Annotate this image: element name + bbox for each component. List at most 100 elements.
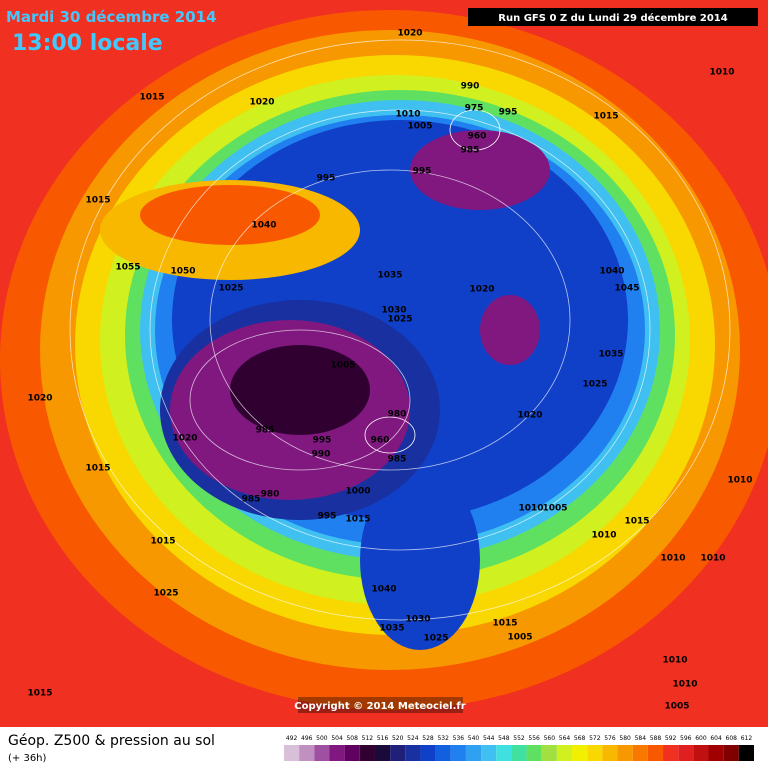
isobar-label: 985 xyxy=(461,146,480,156)
isobar-label: 990 xyxy=(461,82,480,92)
isobar-label: 995 xyxy=(499,108,518,118)
scale-swatch xyxy=(663,745,679,761)
isobar-label: 1025 xyxy=(423,634,448,644)
scale-swatch xyxy=(344,745,360,761)
scale-label: 516 xyxy=(377,735,389,742)
scale-swatch xyxy=(511,745,527,761)
scale-swatch xyxy=(556,745,573,761)
isobar-label: 1015 xyxy=(27,689,52,699)
isobar-label: 1015 xyxy=(624,517,649,527)
scale-swatch xyxy=(465,745,482,761)
isobar-label: 1010 xyxy=(672,680,697,690)
isobar-label: 1040 xyxy=(599,267,624,277)
scale-swatch xyxy=(450,745,466,761)
map-date: Mardi 30 décembre 2014 xyxy=(6,8,217,26)
scale-label: 564 xyxy=(559,735,571,742)
scale-label: 556 xyxy=(528,735,540,742)
scale-swatch xyxy=(602,745,618,761)
scale-swatch xyxy=(708,745,724,761)
run-info: Run GFS 0 Z du Lundi 29 décembre 2014 xyxy=(498,12,727,24)
scale-swatch xyxy=(284,745,300,761)
run-box xyxy=(468,8,758,26)
legend-scale: 492 496 500 504 508 512 516 520 524 528 532 536 540 5… xyxy=(284,735,754,761)
scale-label: 544 xyxy=(483,735,495,742)
scale-label: 508 xyxy=(346,735,358,742)
isobar-label: 1025 xyxy=(218,284,243,294)
isobar-label: 1030 xyxy=(405,615,430,625)
isobar-label: 980 xyxy=(388,410,407,420)
isobar-label: 1010 xyxy=(518,504,543,514)
isobar-label: 1010 xyxy=(660,554,685,564)
isobar-label: 1020 xyxy=(469,285,494,295)
scale-label: 552 xyxy=(513,735,525,742)
isobar-label: 1025 xyxy=(582,380,607,390)
scale-label: 548 xyxy=(498,735,510,742)
scale-label: 528 xyxy=(422,735,434,742)
isobar-labels: 1020 1010 1015 1020 990 975 995 1010 1005 960 985 1… xyxy=(27,29,752,712)
scale-label: 600 xyxy=(695,735,707,742)
scale-swatch xyxy=(435,745,451,761)
isobar-label: 1015 xyxy=(345,515,370,525)
isobar-label: 990 xyxy=(312,450,331,460)
scale-swatch xyxy=(314,745,330,761)
isobar-label: 1010 xyxy=(591,531,616,541)
isobar-label: 995 xyxy=(313,436,332,446)
scale-label: 524 xyxy=(407,735,419,742)
isobar-label: 1020 xyxy=(397,29,422,39)
isobar-label: 985 xyxy=(388,455,407,465)
isobar-label: 1005 xyxy=(664,702,689,712)
isobar-label: 1035 xyxy=(377,271,402,281)
scale-swatch xyxy=(617,745,633,761)
scale-swatch xyxy=(572,745,588,761)
isobar-label: 1030 xyxy=(381,306,406,316)
scale-label: 580 xyxy=(619,735,631,742)
scale-swatch xyxy=(405,745,421,761)
scale-swatch xyxy=(496,745,512,761)
isobar-label: 980 xyxy=(261,490,280,500)
scale-label: 568 xyxy=(574,735,586,742)
isobar-label: 1000 xyxy=(345,487,370,497)
scale-label: 496 xyxy=(301,735,313,742)
isobar-label: 995 xyxy=(413,167,432,177)
scale-label: 520 xyxy=(392,735,404,742)
isobar-label: 1040 xyxy=(371,585,396,595)
scale-swatch xyxy=(587,745,603,761)
scale-swatch xyxy=(420,745,436,761)
isobar-label: 1015 xyxy=(85,196,110,206)
scale-label: 504 xyxy=(331,735,343,742)
isobar-label: 1035 xyxy=(598,350,623,360)
scale-swatch xyxy=(526,745,542,761)
scale-label: 592 xyxy=(665,735,677,742)
isobar-label: 1025 xyxy=(153,589,178,599)
scale-swatch xyxy=(481,745,497,761)
isobar-label: 985 xyxy=(256,426,275,436)
scale-label: 540 xyxy=(468,735,480,742)
isobar-label: 1005 xyxy=(407,122,432,132)
copyright: Copyright © 2014 Meteociel.fr xyxy=(294,701,465,712)
scale-swatch xyxy=(541,745,557,761)
isobar-label: 1010 xyxy=(662,656,687,666)
isobar-label: 1020 xyxy=(172,434,197,444)
isobar-label: 1010 xyxy=(709,68,734,78)
scale-label: 612 xyxy=(741,735,753,742)
isobar-label: 975 xyxy=(465,104,484,114)
isobar-label: 1005 xyxy=(507,633,532,643)
scale-label: 500 xyxy=(316,735,328,742)
isobar-label: 1015 xyxy=(85,464,110,474)
scale-label: 532 xyxy=(437,735,449,742)
scale-swatch xyxy=(678,745,694,761)
scale-label: 584 xyxy=(635,735,647,742)
isobar-label: 1015 xyxy=(139,93,164,103)
copyright-box xyxy=(298,697,463,713)
legend-title: Géop. Z500 & pression au sol xyxy=(8,733,215,749)
scale-swatch xyxy=(359,745,375,761)
scale-label: 536 xyxy=(453,735,465,742)
isobar-label: 1050 xyxy=(170,267,195,277)
isobar-label: 1020 xyxy=(517,411,542,421)
scale-label: 512 xyxy=(362,735,374,742)
isobar-label: 1025 xyxy=(387,315,412,325)
scale-label: 588 xyxy=(650,735,662,742)
isobar-label: 960 xyxy=(468,132,487,142)
isobar-label: 1015 xyxy=(492,619,517,629)
isobar-label: 960 xyxy=(371,436,390,446)
